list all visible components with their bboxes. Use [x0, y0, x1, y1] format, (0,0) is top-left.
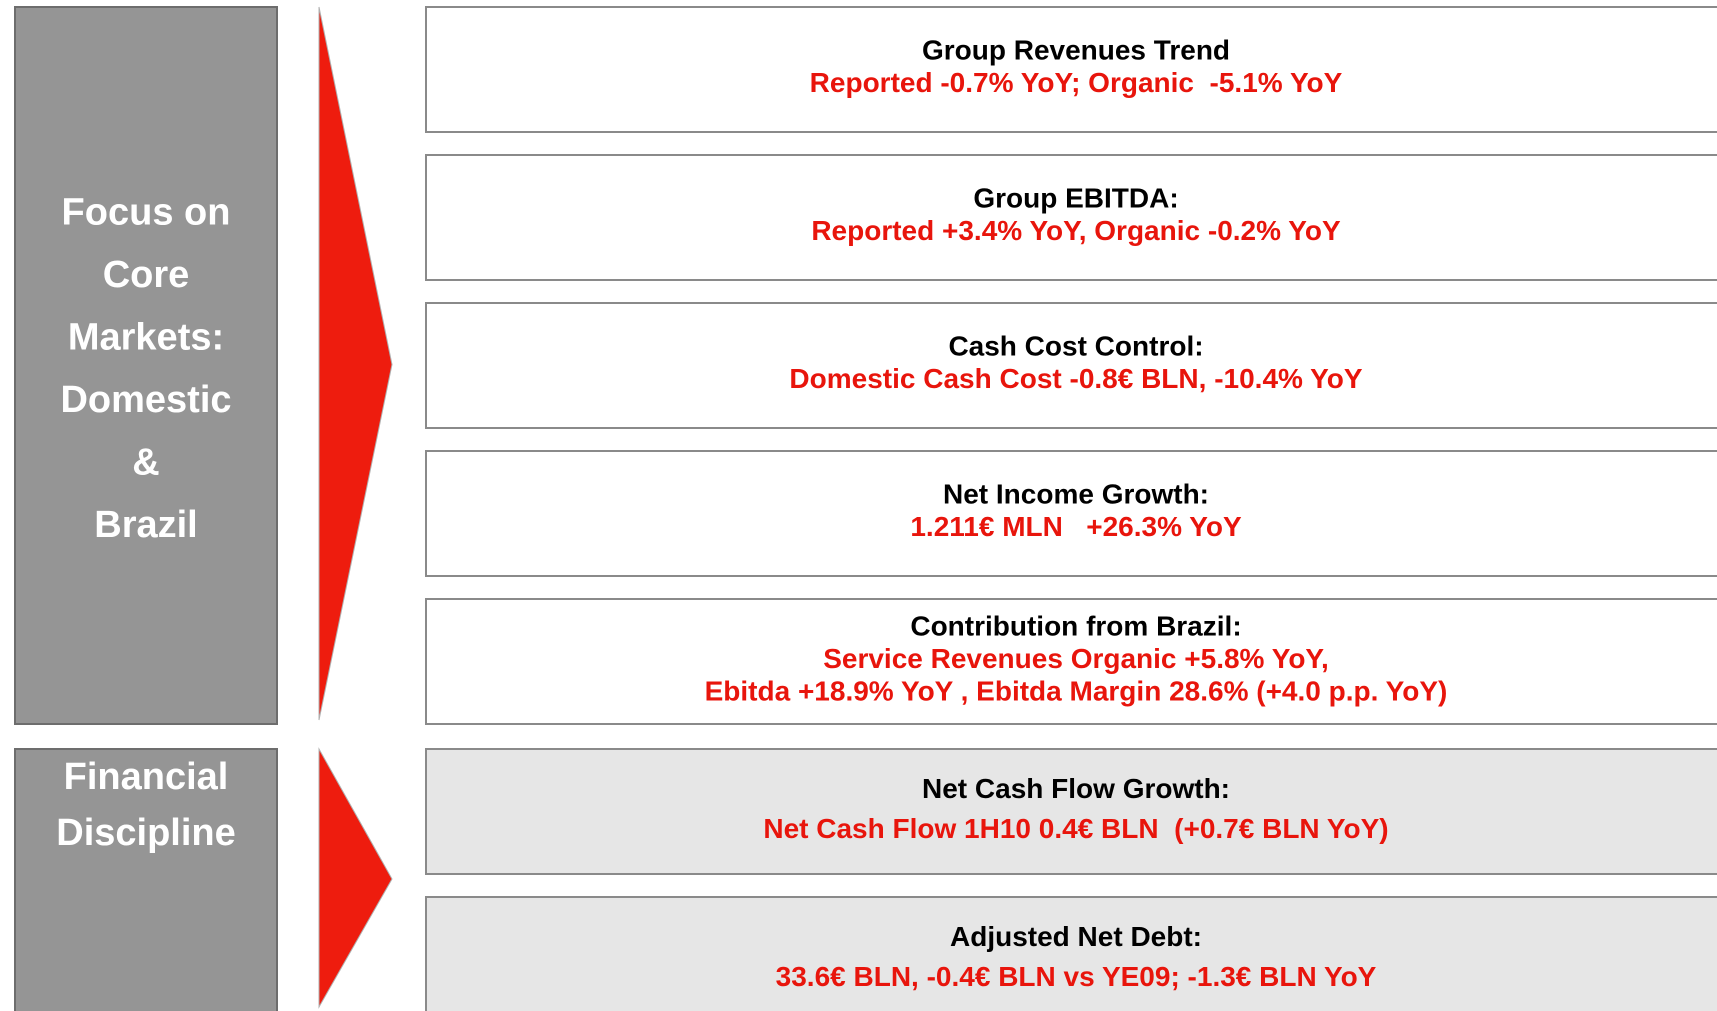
group-label: Markets:	[68, 316, 224, 358]
kpi-title: Group Revenues Trend	[922, 35, 1230, 66]
group-label: Brazil	[94, 504, 197, 546]
kpi-detail: Reported +3.4% YoY, Organic -0.2% YoY	[811, 215, 1341, 246]
kpi-box	[425, 154, 1717, 281]
kpi-detail: Domestic Cash Cost -0.8€ BLN, -10.4% YoY	[789, 363, 1362, 394]
group-label-box	[14, 748, 278, 1011]
kpi-detail: 1.211€ MLN +26.3% YoY	[910, 511, 1242, 542]
kpi-box	[425, 302, 1717, 429]
group-label: &	[132, 441, 159, 483]
group-label-box	[14, 6, 278, 725]
kpi-box	[425, 6, 1717, 133]
kpi-detail: Reported -0.7% YoY; Organic -5.1% YoY	[810, 67, 1343, 98]
kpi-detail: Net Cash Flow 1H10 0.4€ BLN (+0.7€ BLN Y…	[763, 813, 1388, 844]
kpi-title: Net Cash Flow Growth:	[922, 773, 1230, 804]
kpi-title: Adjusted Net Debt:	[950, 921, 1202, 952]
group-label: Discipline	[56, 812, 236, 854]
arrow	[318, 6, 393, 721]
group-label: Core	[103, 254, 190, 296]
kpi-title: Group EBITDA:	[973, 183, 1178, 214]
kpi-title: Net Income Growth:	[943, 479, 1209, 510]
group-label: Domestic	[60, 379, 231, 421]
group-label: Focus on	[62, 191, 231, 233]
kpi-detail: Ebitda +18.9% YoY , Ebitda Margin 28.6% …	[705, 675, 1448, 706]
kpi-detail: Service Revenues Organic +5.8% YoY,	[823, 643, 1329, 674]
group-label: Financial	[64, 756, 229, 798]
kpi-title: Cash Cost Control:	[948, 331, 1203, 362]
kpi-detail: 33.6€ BLN, -0.4€ BLN vs YE09; -1.3€ BLN …	[776, 961, 1377, 992]
arrow	[318, 747, 393, 1009]
kpi-box	[425, 450, 1717, 577]
kpi-box	[425, 748, 1717, 875]
kpi-title: Contribution from Brazil:	[910, 610, 1241, 641]
kpi-box	[425, 598, 1717, 725]
kpi-box	[425, 896, 1717, 1011]
